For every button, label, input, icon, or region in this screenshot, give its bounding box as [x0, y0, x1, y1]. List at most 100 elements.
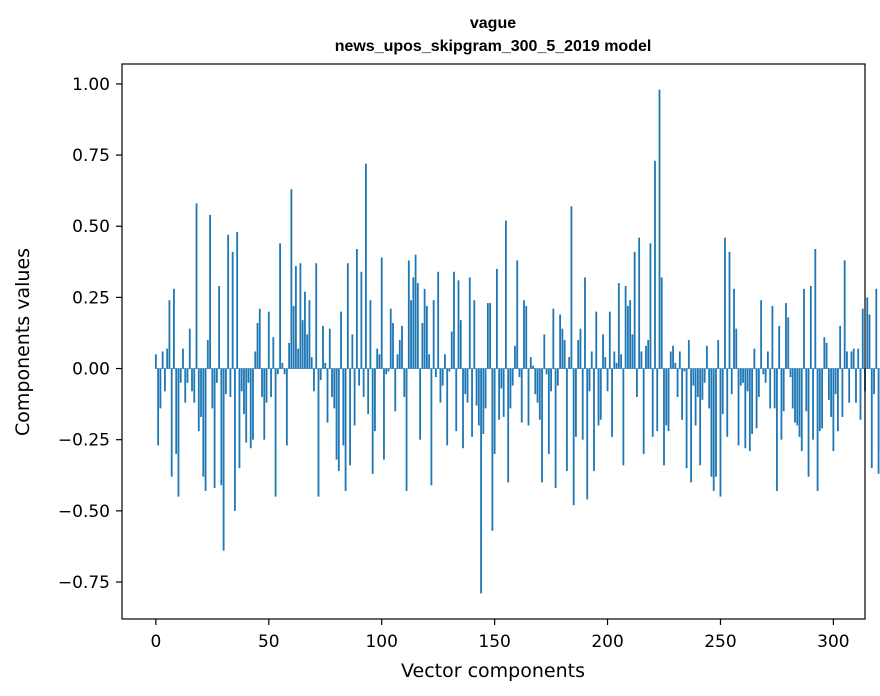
bar-269	[762, 368, 765, 375]
bar-271	[766, 351, 769, 369]
bar-293	[816, 368, 819, 491]
bar-299	[830, 368, 833, 417]
bar-21	[202, 368, 205, 477]
bar-81	[337, 368, 340, 471]
bar-130	[448, 368, 451, 372]
bar-103	[387, 368, 390, 372]
bar-119	[423, 288, 426, 369]
bar-96	[371, 368, 374, 474]
bar-64	[299, 263, 302, 369]
bar-70	[313, 368, 315, 392]
bar-179	[559, 314, 562, 369]
bar-42	[249, 368, 252, 449]
bar-68	[308, 300, 311, 369]
bar-121	[428, 354, 431, 369]
bar-268	[760, 300, 763, 369]
bar-172	[543, 334, 546, 369]
bar-275	[776, 368, 778, 491]
x-tick-label-300: 300	[817, 632, 849, 652]
bar-316	[868, 314, 871, 369]
bar-29	[220, 368, 223, 486]
bar-276	[778, 325, 781, 369]
bar-101	[383, 368, 385, 460]
bar-163	[523, 300, 525, 369]
bar-311	[857, 348, 860, 369]
bar-49	[265, 368, 268, 403]
bar-288	[805, 368, 808, 412]
bar-115	[414, 254, 417, 369]
bar-126	[439, 368, 442, 403]
bar-72	[317, 368, 320, 497]
bar-306	[846, 351, 848, 369]
bar-226	[665, 368, 668, 426]
bar-290	[809, 286, 812, 369]
bar-297	[825, 342, 828, 369]
bar-278	[782, 368, 785, 412]
bar-17	[193, 368, 196, 403]
bar-149	[491, 368, 494, 531]
bar-241	[699, 368, 702, 466]
bar-110	[403, 368, 406, 397]
bar-320	[877, 368, 880, 474]
bar-82	[340, 311, 342, 369]
bar-36	[236, 231, 239, 369]
bar-259	[739, 368, 742, 386]
bar-75	[324, 362, 327, 369]
bar-235	[685, 368, 688, 469]
bar-249	[717, 340, 720, 369]
bar-315	[866, 297, 869, 369]
bar-215	[640, 351, 643, 369]
bar-91	[360, 271, 363, 369]
bar-184	[570, 206, 573, 369]
bar-87	[351, 334, 354, 369]
bar-237	[690, 368, 693, 483]
bar-210	[629, 300, 632, 369]
bar-127	[441, 368, 444, 386]
bar-37	[238, 368, 241, 469]
bar-148	[489, 303, 492, 369]
bar-257	[735, 328, 738, 369]
bar-142	[475, 368, 478, 406]
bar-287	[803, 288, 805, 369]
bar-283	[794, 368, 796, 423]
bar-132	[453, 271, 455, 369]
bar-253	[726, 368, 729, 437]
bar-234	[683, 368, 686, 372]
bar-304	[841, 368, 844, 417]
x-tick-label-0: 0	[150, 632, 161, 652]
bar-236	[687, 340, 690, 369]
bar-40	[245, 368, 248, 443]
bar-232	[678, 351, 681, 369]
bar-160	[516, 260, 519, 369]
bar-35	[234, 368, 236, 511]
bar-255	[730, 368, 733, 395]
bar-246	[710, 368, 713, 477]
bar-204	[615, 362, 618, 369]
bar-183	[568, 357, 571, 369]
bar-83	[342, 368, 345, 446]
bar-137	[464, 368, 467, 395]
bar-187	[577, 340, 580, 369]
bar-48	[263, 368, 266, 440]
bar-46	[258, 308, 261, 369]
bar-45	[256, 323, 259, 369]
bar-20	[200, 368, 202, 417]
bar-41	[247, 368, 250, 383]
bar-292	[814, 249, 817, 369]
bar-201	[608, 311, 611, 369]
bar-118	[421, 323, 424, 369]
bar-0	[154, 354, 157, 369]
bar-175	[550, 368, 552, 392]
bar-73	[319, 368, 322, 380]
bar-8	[173, 288, 175, 369]
bar-260	[742, 368, 744, 383]
bar-74	[322, 325, 324, 369]
bar-281	[789, 368, 792, 378]
bar-173	[545, 368, 548, 375]
bar-208	[624, 286, 627, 369]
bar-120	[425, 305, 428, 369]
bar-289	[807, 368, 810, 477]
bar-168	[534, 368, 537, 395]
bar-317	[870, 368, 873, 469]
bar-222	[656, 368, 659, 432]
